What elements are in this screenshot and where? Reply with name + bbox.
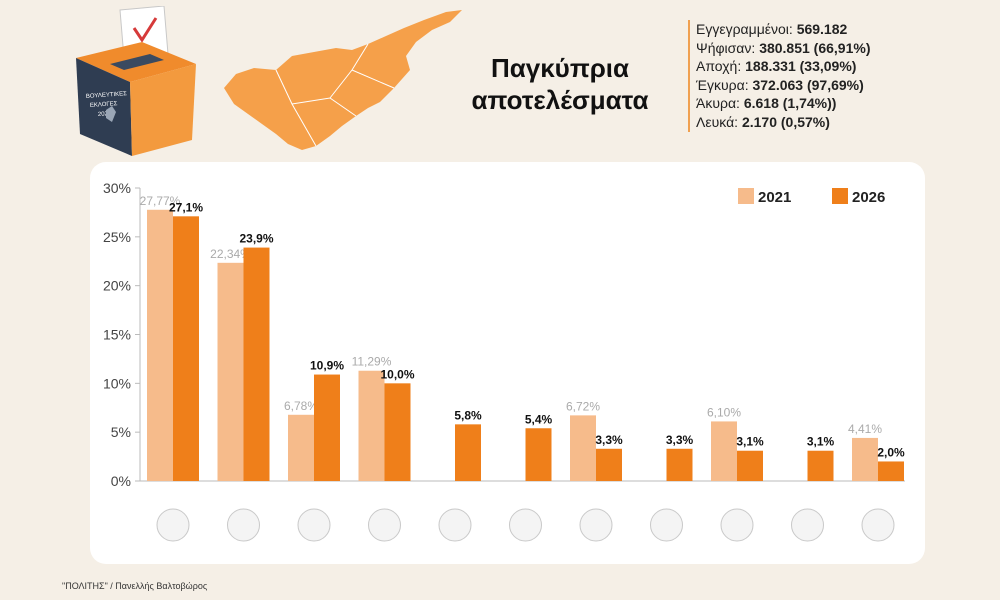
stat-row: Αποχή: 188.331 (33,09%) [696,57,871,76]
data-label-2021: 6,10% [707,405,741,419]
disy-logo [156,508,190,542]
legend-label-2021: 2021 [758,189,792,206]
legend-2021: 2021 [738,188,791,206]
data-label-2021: 11,29% [352,355,392,369]
data-label-2021: 27,77% [140,194,181,208]
stat-label: Λευκά: [696,113,739,130]
y-tick-label: 0% [111,473,131,489]
stat-row: Λευκά: 2.170 (0,57%) [696,113,871,132]
bar-2026 [878,461,904,481]
data-label-2026: 5,4% [525,412,553,426]
stat-label: Εγγεγραμμένοι: [696,21,793,37]
bar-2026 [737,450,763,481]
stat-row: Ψήφισαν: 380.851 (66,91%) [696,39,871,58]
data-label-2026: 23,9% [239,232,273,246]
bar-2021 [288,414,314,481]
election-stats: Εγγεγραμμένοι: 569.182 Ψήφισαν: 380.851 … [688,20,871,132]
cyprus-map-icon [224,10,462,150]
stat-row: Άκυρα: 6.618 (1,74%)) [696,94,871,113]
legend-label-2026: 2026 [852,189,886,206]
stat-value: 380.851 (66,91%) [759,39,871,56]
credit-text: "ΠΟΛΙΤΗΣ" / Πανελλής Βαλτοβώρος [62,581,208,591]
stat-label: Αποχή: [696,58,742,75]
title-line2: αποτελέσματα [471,85,649,115]
ecologists-logo [861,508,895,542]
data-label-2026: 27,1% [169,200,203,214]
y-tick-label: 5% [111,424,131,440]
legend-2026: 2026 [832,188,885,206]
data-label-2021: 4,41% [848,422,882,436]
data-label-2021: 22,34% [210,247,251,261]
akel-logo [227,508,260,542]
stat-value: 188.331 (33,09%) [745,58,857,75]
bar-2026 [243,247,270,481]
edek-logo [579,508,613,542]
stat-value: 2.170 (0,57%) [741,113,830,130]
data-label-2026: 3,3% [595,433,623,447]
page-title: Παγκύπρια αποτελέσματα [470,52,650,116]
bar-2026 [666,448,693,481]
alma-logo [438,508,472,542]
stat-value: 6.618 (1,74%)) [743,95,837,112]
stat-label: Άκυρα: [696,95,740,112]
ballot-box-text-line2: ΕΚΛΟΓΕΣ [90,101,118,109]
bar-2021 [711,421,737,481]
y-tick-label: 25% [103,229,131,245]
bar-2026 [525,428,552,481]
legend-swatch-2026 [832,188,848,204]
data-label-2021: 6,78% [284,399,318,413]
amesi-dimokratia-logo [509,508,542,542]
bar-2021 [358,370,385,481]
title-line1: Παγκύπρια [490,53,630,83]
ballot-box-text-line1: ΒΟΥΛΕΥΤΙΚΕΣ [86,91,128,100]
data-label-2026: 3,1% [736,435,764,449]
data-label-2026: 10,0% [380,367,414,381]
y-tick-label: 30% [103,180,131,196]
bar-2021 [217,262,244,481]
bar-2026 [455,424,481,481]
stat-label: Ψήφισαν: [696,39,756,56]
data-label-2021: 6,72% [566,399,600,413]
y-tick-label: 10% [103,375,131,391]
data-label-2026: 2,0% [877,445,905,459]
bar-2021 [852,437,878,481]
y-tick-label: 15% [103,327,131,343]
ballot-box-text-line3: 2026 [98,111,112,118]
bar-2026 [384,383,411,481]
elam-logo [297,508,331,542]
stat-row: Έγκυρα: 372.063 (97,69%) [696,76,871,95]
bar-2026 [807,450,834,481]
bar-2021 [570,415,596,481]
data-label-2026: 3,3% [666,433,694,447]
stat-value: 569.182 [796,21,848,37]
data-label-2026: 5,8% [454,408,482,422]
diko-logo [368,508,401,542]
dipa-logo [720,508,754,542]
data-label-2026: 3,1% [807,435,835,449]
stat-row: Εγγεγραμμένοι: 569.182 [696,20,871,39]
green-circle-logo [650,508,683,542]
legend-swatch-2021 [738,188,754,204]
bar-2026 [173,216,199,481]
y-tick-label: 20% [103,278,131,294]
stat-value: 372.063 (97,69%) [752,76,864,93]
data-label-2026: 10,9% [310,359,344,373]
stat-label: Έγκυρα: [696,76,749,93]
bar-2026 [596,448,622,481]
ballot-box-icon: ΒΟΥΛΕΥΤΙΚΕΣ ΕΚΛΟΓΕΣ 2026 [76,6,196,156]
volt-logo [791,508,824,542]
bar-2021 [147,209,173,481]
bar-2026 [314,374,340,481]
